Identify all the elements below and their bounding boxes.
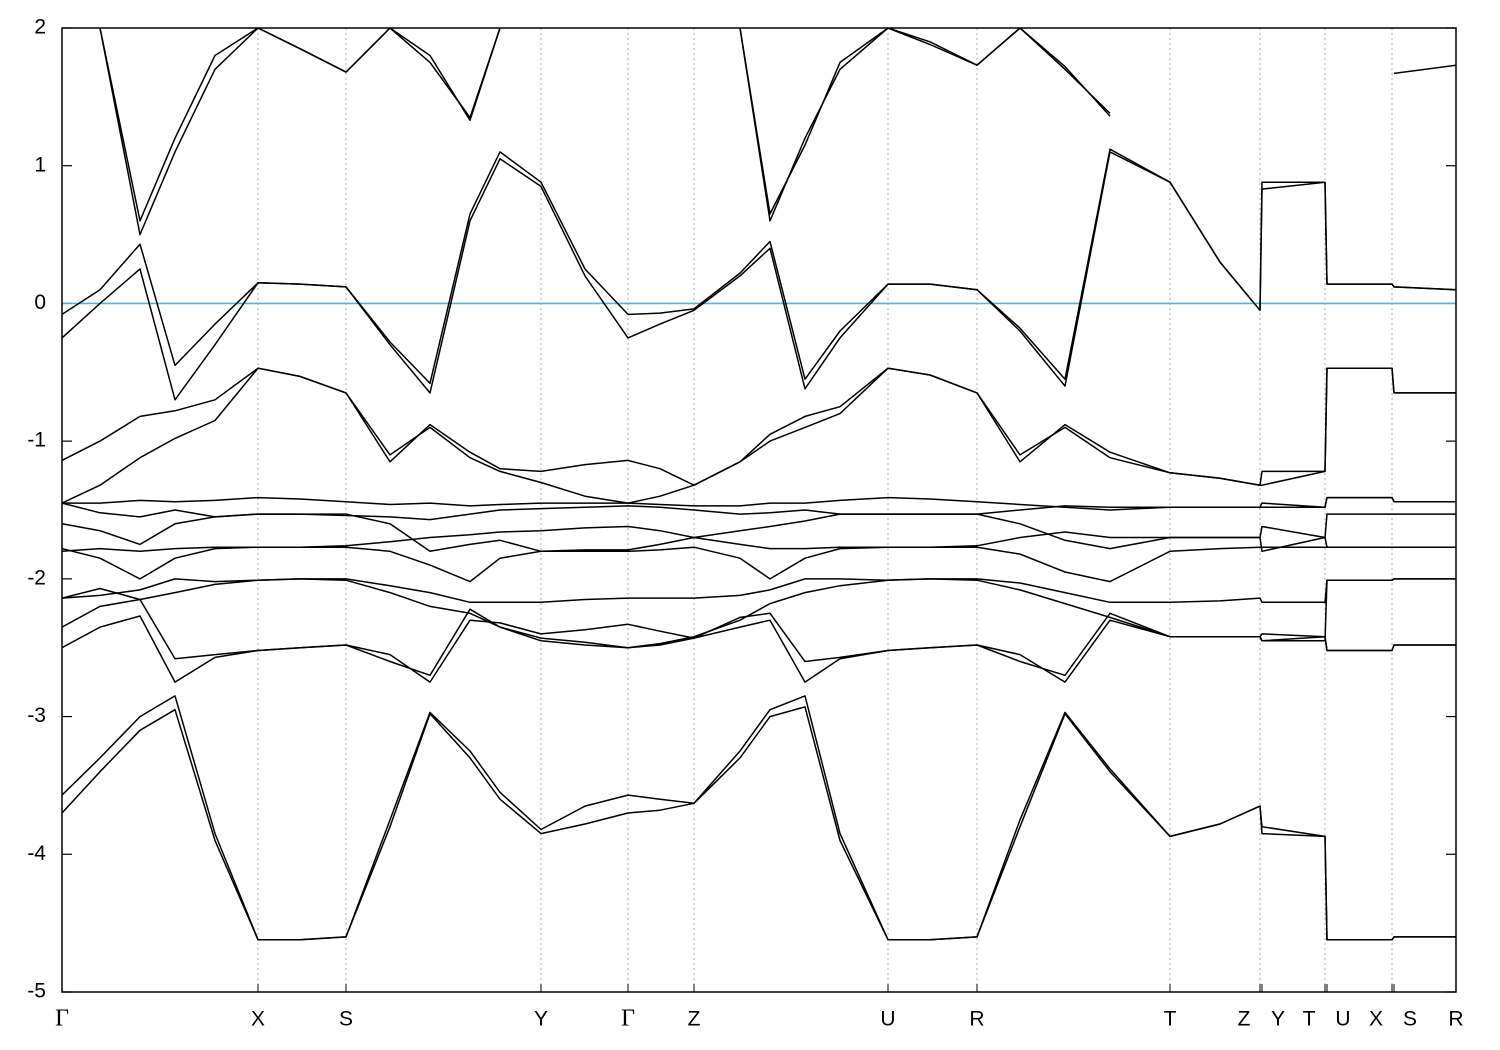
x-tick-label: X [251,1008,265,1031]
plot-frame [61,27,1457,993]
x-tick-label: T [1164,1008,1177,1031]
x-tick-label: T [1303,1008,1316,1031]
y-tick-label: 1 [34,153,46,176]
band-line [62,578,1456,649]
x-tick-label: R [1448,1008,1463,1031]
x-tick-label: Γ [621,1006,635,1032]
y-tick-label: -3 [27,704,46,727]
x-tick-label: Γ [55,1006,69,1032]
band-line [99,28,1111,222]
band-line [62,496,1456,521]
y-tick-label: -5 [27,980,46,1003]
y-tick-label: -4 [27,842,46,865]
band-line [62,513,1456,553]
x-tick-label: Y [534,1008,548,1031]
bands [62,28,1456,941]
band-line [62,148,1456,385]
y-tick-label: 0 [34,291,46,314]
x-tick-label: Z [688,1008,701,1031]
x-tick-label: U [1335,1008,1350,1031]
x-tick-label: S [1403,1008,1417,1031]
band-line [62,695,1456,941]
band-line [62,367,1456,486]
x-tick-label: U [880,1008,895,1031]
x-tick-label: R [969,1008,984,1031]
y-tick-label: 2 [34,16,46,39]
x-tick-label: Z [1238,1008,1251,1031]
x-tick-label: S [339,1008,353,1031]
x-tick-label: X [1369,1008,1383,1031]
y-tick-label: -2 [27,566,46,589]
x-tick-label: Y [1271,1008,1285,1031]
y-tick-label: -1 [27,429,46,452]
